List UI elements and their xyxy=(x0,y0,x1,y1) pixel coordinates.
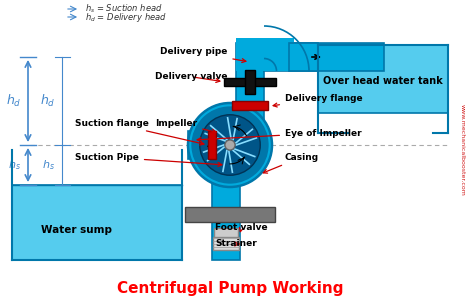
Text: Delivery flange: Delivery flange xyxy=(273,94,363,107)
Text: $h_d$: $h_d$ xyxy=(6,93,22,109)
Circle shape xyxy=(225,140,235,150)
Bar xyxy=(232,101,268,110)
Bar xyxy=(214,228,238,238)
Text: $h_s$: $h_s$ xyxy=(8,158,20,172)
Bar xyxy=(236,38,294,71)
Text: $h_d$ = Delivery head: $h_d$ = Delivery head xyxy=(85,10,167,24)
Text: Delivery pipe: Delivery pipe xyxy=(160,47,246,63)
Text: $h_s$ = Suction head: $h_s$ = Suction head xyxy=(85,3,163,15)
Bar xyxy=(12,185,182,260)
Circle shape xyxy=(191,106,269,184)
Bar xyxy=(289,43,318,71)
Text: www.mechanicalbooster.com: www.mechanicalbooster.com xyxy=(459,104,465,196)
Text: Foot valve: Foot valve xyxy=(215,224,268,232)
Bar xyxy=(208,131,216,159)
Bar xyxy=(188,131,212,159)
Bar xyxy=(224,78,276,86)
Text: Centrifugal Pump Working: Centrifugal Pump Working xyxy=(117,280,343,296)
Text: Impeller: Impeller xyxy=(155,119,216,133)
Text: Eye of Impeller: Eye of Impeller xyxy=(197,128,362,142)
Bar xyxy=(212,145,240,260)
Bar xyxy=(236,43,264,145)
Bar xyxy=(245,70,255,94)
Text: $h_d$: $h_d$ xyxy=(40,93,56,109)
Text: Delivery valve: Delivery valve xyxy=(155,72,228,83)
Text: Casing: Casing xyxy=(263,153,319,173)
Bar xyxy=(185,207,275,222)
Bar xyxy=(213,237,239,250)
Text: Water sump: Water sump xyxy=(42,225,112,235)
Circle shape xyxy=(200,115,260,175)
Text: Suction flange: Suction flange xyxy=(75,119,204,145)
Text: Over head water tank: Over head water tank xyxy=(323,76,443,86)
Text: $h_s$: $h_s$ xyxy=(42,158,55,172)
Text: Suction Pipe: Suction Pipe xyxy=(75,153,222,166)
Bar xyxy=(264,43,384,71)
Bar xyxy=(318,45,448,113)
Circle shape xyxy=(188,103,272,187)
Text: Strainer: Strainer xyxy=(215,240,257,249)
